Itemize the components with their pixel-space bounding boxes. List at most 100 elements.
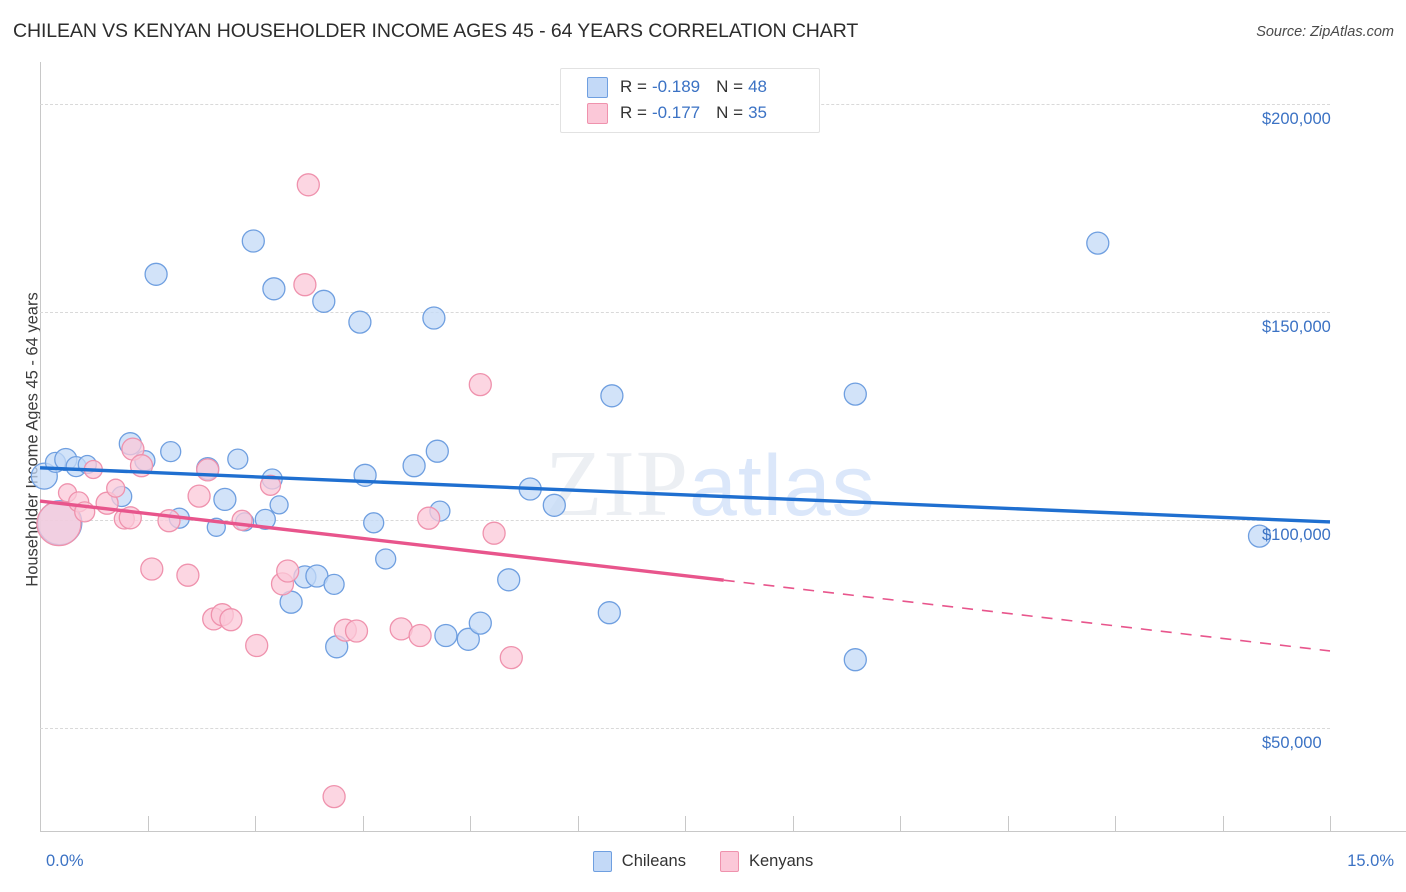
data-point[interactable]: [408, 623, 432, 648]
data-point[interactable]: [468, 372, 492, 397]
legend-r-value-chileans: -0.189: [651, 77, 701, 96]
data-point[interactable]: [402, 454, 426, 478]
x-axis-tick: [255, 816, 256, 832]
data-point[interactable]: [245, 633, 269, 658]
data-point[interactable]: [241, 229, 265, 253]
data-point[interactable]: [348, 310, 372, 334]
data-point[interactable]: [499, 645, 523, 670]
data-point[interactable]: [344, 619, 369, 643]
legend-r-value-kenyans: -0.177: [651, 103, 701, 122]
data-point[interactable]: [213, 487, 237, 512]
x-axis-tick: [792, 816, 794, 832]
y-axis-tick-label: $100,000: [1262, 525, 1331, 544]
data-point[interactable]: [600, 384, 624, 408]
data-point[interactable]: [422, 306, 446, 330]
legend-n-value-chileans: 48: [748, 77, 767, 96]
data-point[interactable]: [843, 382, 867, 406]
data-point[interactable]: [425, 439, 449, 463]
gridline: [40, 727, 1330, 729]
data-point[interactable]: [106, 478, 126, 498]
y-axis-tick-label: $150,000: [1262, 317, 1331, 336]
data-point[interactable]: [417, 506, 441, 530]
data-point[interactable]: [219, 608, 243, 632]
x-axis-tick: [577, 816, 579, 832]
data-point[interactable]: [597, 601, 621, 625]
data-point[interactable]: [196, 458, 220, 482]
gridline: [40, 311, 1330, 313]
x-axis-tick: [40, 816, 41, 832]
data-point[interactable]: [363, 512, 385, 534]
scatter-points-layer: [30, 173, 1331, 809]
x-axis-tick: [1115, 816, 1116, 832]
series-legend-label-chileans: Chileans: [621, 852, 686, 870]
legend-n-value-kenyans: 35: [748, 103, 767, 122]
data-point[interactable]: [468, 611, 492, 635]
series-swatch-chileans: [592, 851, 612, 872]
series-swatch-kenyans: [720, 851, 739, 872]
correlation-legend: R = -0.189 N = 48 R = -0.177 N = 35: [560, 68, 820, 133]
data-point[interactable]: [269, 495, 289, 515]
data-point[interactable]: [259, 474, 282, 496]
data-point[interactable]: [843, 648, 867, 672]
data-point[interactable]: [144, 262, 168, 286]
series-legend-item-kenyans[interactable]: Kenyans: [720, 851, 813, 872]
legend-swatch-chileans: [587, 76, 608, 98]
data-point[interactable]: [187, 484, 211, 508]
legend-row-chileans: R = -0.189 N = 48: [587, 76, 767, 98]
data-point[interactable]: [434, 623, 458, 648]
data-point[interactable]: [176, 563, 200, 587]
data-point[interactable]: [456, 627, 480, 651]
x-axis-tick: [1222, 816, 1224, 832]
x-axis-tick: [147, 816, 149, 832]
legend-n-key-kenyans: N =: [716, 103, 744, 122]
data-point[interactable]: [293, 273, 317, 297]
data-point[interactable]: [276, 559, 300, 583]
data-point[interactable]: [262, 277, 286, 301]
data-point[interactable]: [375, 548, 397, 570]
data-point[interactable]: [322, 784, 346, 809]
data-point[interactable]: [160, 440, 182, 463]
legend-row-kenyans: R = -0.177 N = 35: [587, 102, 767, 124]
y-axis-line: [40, 62, 41, 832]
x-axis-line: [40, 831, 1406, 832]
data-point[interactable]: [497, 568, 521, 592]
trend-line-extrapolated-kenyans: [723, 579, 1331, 652]
page-title: CHILEAN VS KENYAN HOUSEHOLDER INCOME AGE…: [13, 20, 859, 42]
series-kenyans: [36, 173, 523, 809]
legend-swatch-kenyans: [587, 102, 608, 124]
legend-r-key-kenyans: R =: [620, 103, 647, 122]
legend-r-key-chileans: R =: [620, 77, 647, 96]
gridline: [40, 519, 1330, 521]
data-point[interactable]: [1086, 231, 1110, 255]
x-axis-tick: [470, 816, 471, 832]
data-point[interactable]: [254, 508, 276, 531]
y-axis-tick-label: $50,000: [1262, 733, 1322, 752]
data-point[interactable]: [542, 493, 566, 517]
data-point[interactable]: [323, 573, 345, 596]
x-axis-tick: [1007, 816, 1009, 832]
y-axis-tick-label: $200,000: [1262, 109, 1331, 128]
x-axis-tick: [900, 816, 901, 832]
data-point[interactable]: [227, 448, 249, 470]
data-point[interactable]: [296, 173, 320, 197]
x-axis-tick: [685, 816, 686, 832]
data-point[interactable]: [1247, 524, 1272, 548]
legend-n-key-chileans: N =: [716, 77, 744, 96]
data-point[interactable]: [312, 289, 336, 313]
plot-area: ZIPatlas: [30, 62, 1406, 832]
data-point[interactable]: [482, 521, 506, 545]
data-point[interactable]: [231, 509, 253, 531]
data-point[interactable]: [140, 557, 164, 581]
data-point[interactable]: [157, 509, 181, 533]
x-axis-tick: [362, 816, 364, 832]
series-legend-item-chileans[interactable]: Chileans: [592, 851, 686, 872]
series-legend: Chileans Kenyans: [0, 851, 1406, 872]
series-legend-label-kenyans: Kenyans: [749, 852, 814, 870]
x-axis-label-min: 0.0%: [46, 852, 84, 870]
trend-line-kenyans: [39, 499, 724, 582]
x-axis-label-max: 15.0%: [1347, 852, 1394, 870]
source-attribution: Source: ZipAtlas.com: [1256, 24, 1394, 40]
trend-line-chileans: [39, 466, 1331, 524]
x-axis-tick: [1330, 816, 1331, 832]
